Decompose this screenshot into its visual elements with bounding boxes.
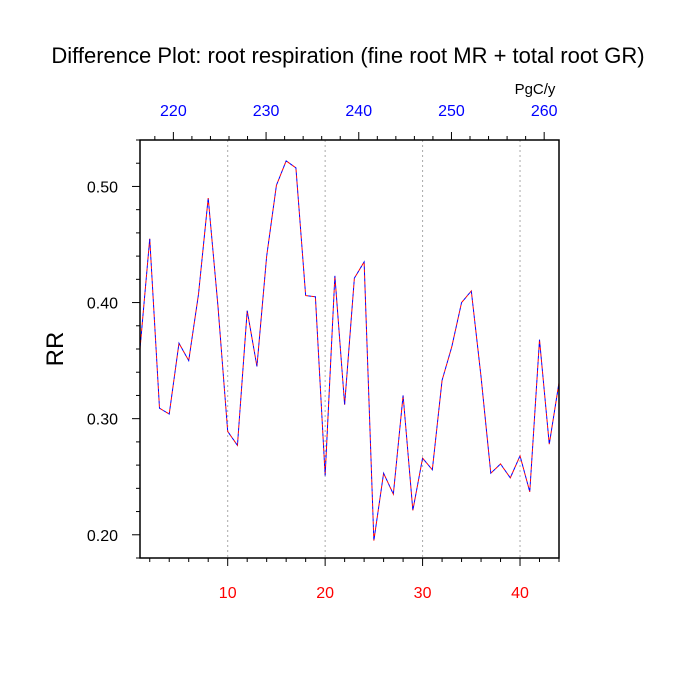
top-tick-label: 260 (531, 103, 558, 120)
ticks-layer (132, 132, 560, 566)
bottom-tick-label: 30 (414, 585, 432, 602)
top-tick-label: 240 (345, 103, 372, 120)
y-tick-label: 0.30 (87, 412, 118, 429)
y-tick-label: 0.50 (87, 179, 118, 196)
bottom-tick-label: 10 (219, 585, 237, 602)
tick-labels-layer: 10 20 30 40 220 230 240 250 260 0.20 0.30 0.40 0.50 (87, 103, 558, 602)
y-tick-label: 0.20 (87, 528, 118, 545)
y-axis-label: RR (42, 332, 69, 367)
top-tick-label: 250 (438, 103, 465, 120)
top-tick-label: 230 (253, 103, 280, 120)
series-line-red (139, 160, 560, 541)
grid-layer (227, 140, 521, 558)
plot-frame (139, 139, 560, 559)
top-axis-unit-label: PgC/y (515, 81, 556, 98)
bottom-tick-label: 20 (316, 585, 334, 602)
chart-title: Difference Plot: root respiration (fine … (51, 43, 644, 68)
y-tick-label: 0.40 (87, 296, 118, 313)
series-layer (139, 160, 560, 541)
bottom-tick-label: 40 (511, 585, 529, 602)
series-line-blue (139, 160, 560, 541)
top-tick-label: 220 (160, 103, 187, 120)
